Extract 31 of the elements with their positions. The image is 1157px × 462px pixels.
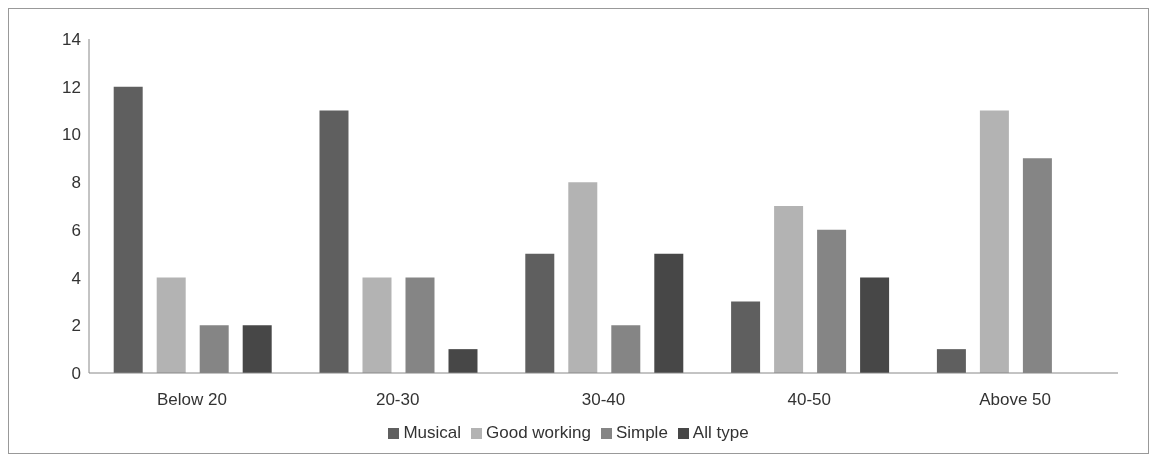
bar [731,301,761,373]
y-tick-label: 14 [62,30,81,50]
legend-label: All type [692,423,749,442]
y-tick-label: 10 [62,125,81,145]
y-tick-label: 4 [71,268,81,288]
x-tick-label: 20-30 [375,390,420,410]
y-tick-label: 6 [71,220,81,240]
bar [156,277,186,373]
bar [979,110,1009,373]
bar [774,206,804,373]
legend-label: Simple [615,423,668,442]
bar [448,349,478,373]
x-tick-label: 40-50 [787,390,832,410]
legend-label: Musical [403,423,461,442]
bar [654,253,684,373]
x-tick-label: Above 50 [979,390,1052,410]
y-tick-label: 0 [71,364,81,384]
bar [568,182,598,373]
bar [319,110,349,373]
bar [860,277,890,373]
bar [936,349,966,373]
bar [362,277,392,373]
y-tick-label: 2 [71,316,81,336]
x-tick-label: Below 20 [156,390,227,410]
y-tick-label: 12 [62,77,81,97]
x-tick-label: 30-40 [581,390,626,410]
legend-label: Good working [486,423,591,442]
bar [113,86,143,373]
bar [242,325,272,373]
y-tick-label: 8 [71,173,81,193]
bar [525,253,555,373]
